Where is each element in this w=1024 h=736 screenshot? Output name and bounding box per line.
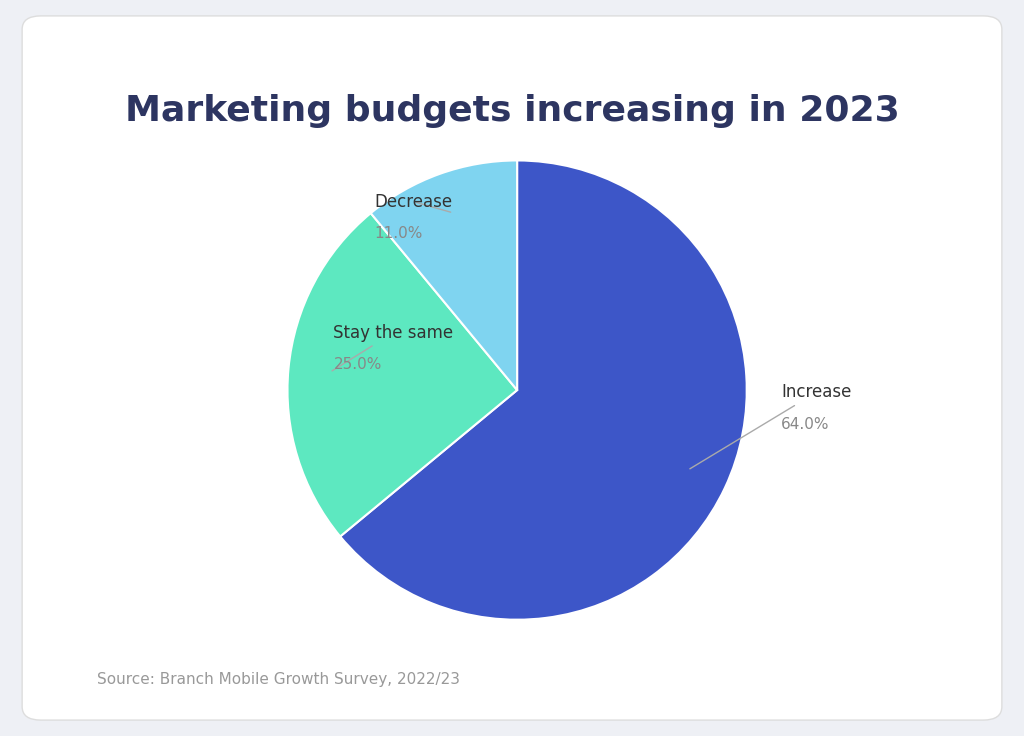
Text: 64.0%: 64.0% bbox=[781, 417, 829, 432]
Text: Increase: Increase bbox=[690, 383, 852, 469]
Wedge shape bbox=[371, 160, 517, 390]
Text: Stay the same: Stay the same bbox=[332, 324, 454, 371]
Text: 25.0%: 25.0% bbox=[334, 357, 382, 372]
Text: 11.0%: 11.0% bbox=[375, 227, 423, 241]
FancyBboxPatch shape bbox=[23, 16, 1001, 720]
Text: Source: Branch Mobile Growth Survey, 2022/23: Source: Branch Mobile Growth Survey, 202… bbox=[97, 672, 461, 687]
Wedge shape bbox=[288, 213, 517, 537]
Text: Marketing budgets increasing in 2023: Marketing budgets increasing in 2023 bbox=[125, 93, 899, 127]
Wedge shape bbox=[340, 160, 746, 620]
Text: Decrease: Decrease bbox=[375, 193, 453, 212]
